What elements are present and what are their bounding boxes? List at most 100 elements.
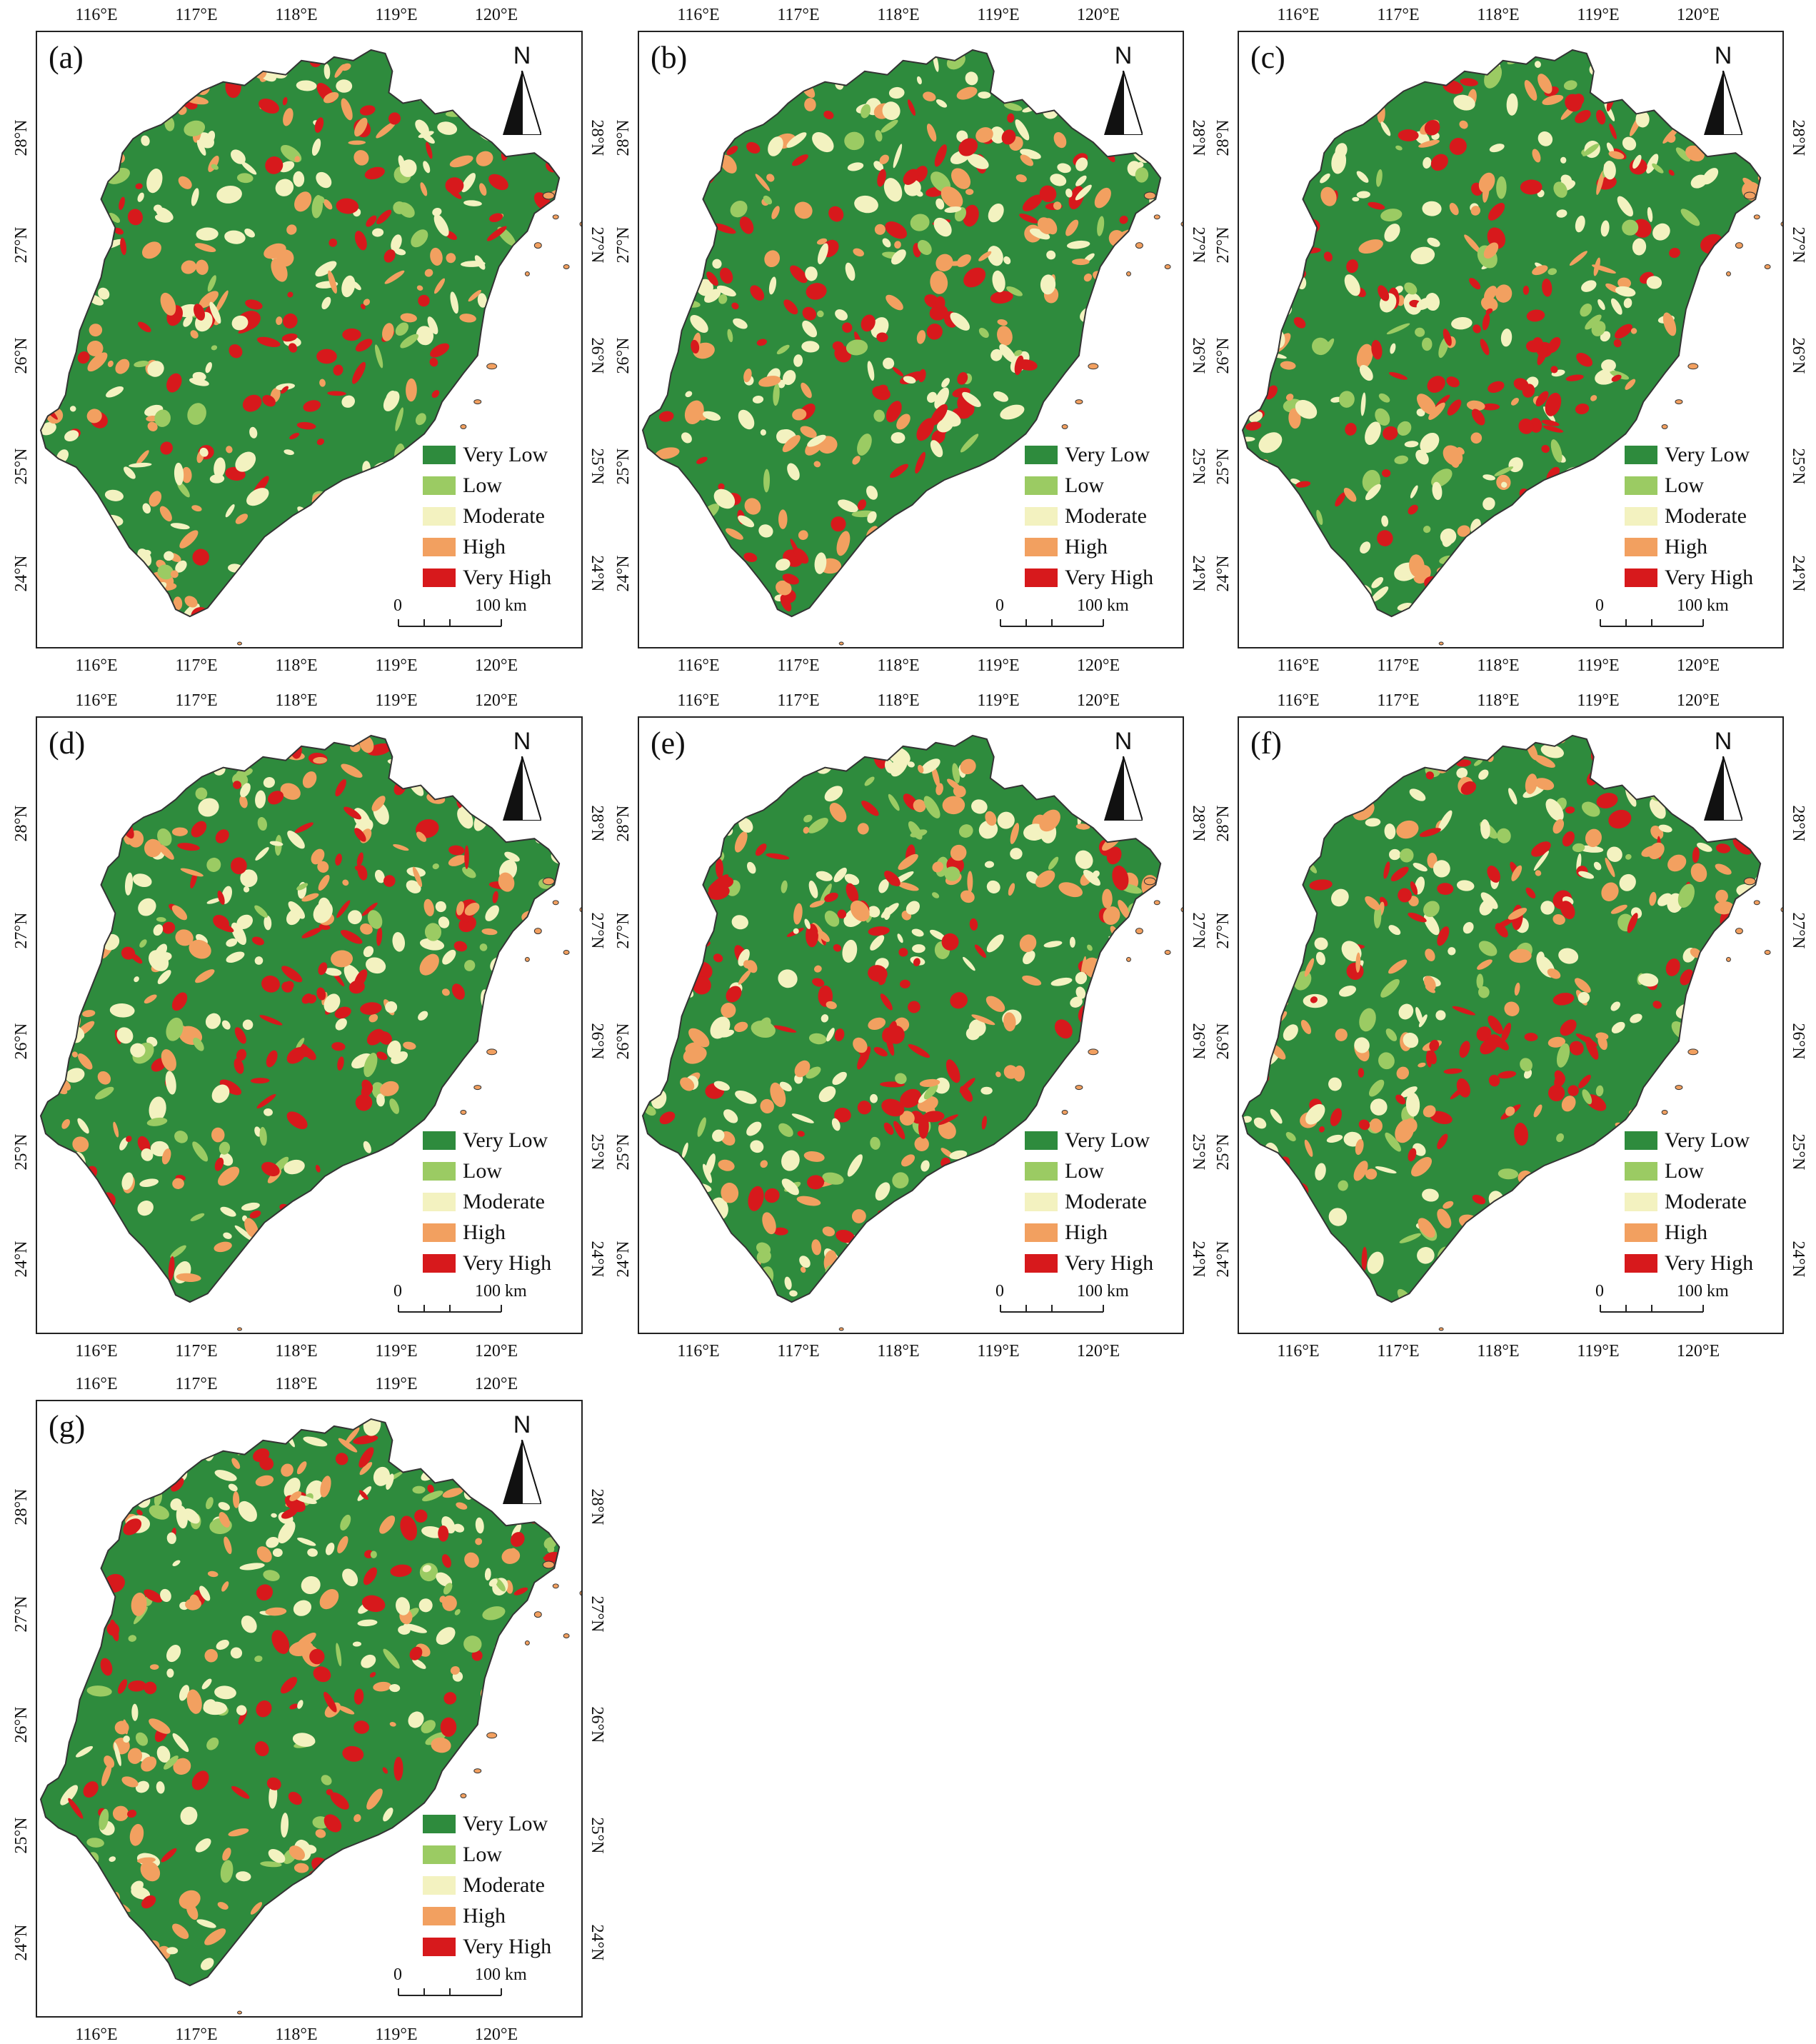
legend-label: Very High [463,1251,552,1275]
island [533,928,542,935]
longitude-tick-label: 116°E [75,6,118,24]
longitude-tick-label: 117°E [1377,691,1420,710]
latitude-tick-label: 25°N [12,1133,31,1171]
latitude-tick-label: 26°N [1789,337,1807,374]
island [1135,242,1143,249]
legend-label: High [1665,535,1707,558]
latitude-tick-label: 27°N [1789,226,1807,264]
north-label: N [1114,42,1133,69]
longitude-tick-label: 118°E [275,691,318,710]
island [237,1327,242,1331]
north-label: N [1714,728,1732,755]
latitude-tick-label: 26°N [1789,1023,1807,1060]
legend-swatch [1625,1223,1657,1242]
latitude-tick-label: 28°N [12,805,31,842]
legend-swatch [1025,1223,1058,1242]
legend-swatch [1025,1162,1058,1181]
latitude-tick-label: 25°N [1789,448,1807,485]
panel-label: (f) [1250,726,1282,761]
island [524,956,530,962]
legend-swatch [423,507,456,526]
latitude-tick-label: 24°N [1789,1241,1807,1278]
legend-swatch [423,1254,456,1273]
latitude-tick-label: 27°N [1789,912,1807,949]
latitude-tick-label: 28°N [12,1488,31,1526]
island [1164,264,1171,269]
north-label: N [1114,728,1133,755]
province-map [39,734,581,1331]
latitude-tick-label: 28°N [1189,805,1208,842]
latitude-tick-label: 28°N [614,805,633,842]
legend-swatch [1025,507,1058,526]
latitude-tick-label: 27°N [614,226,633,264]
latitude-tick-label: 24°N [588,1924,606,1961]
legend-label: High [463,1221,506,1244]
latitude-tick-label: 28°N [1214,805,1233,842]
longitude-tick-label: 119°E [375,691,418,710]
legend-label: Very High [1065,566,1154,589]
province-map [1241,734,1782,1331]
legend-label: Low [463,1159,502,1183]
legend-label: High [1065,1221,1108,1244]
island [1735,928,1743,935]
longitude-tick-label: 120°E [1076,691,1120,710]
legend-label: Low [463,474,502,497]
legend-swatch [423,1193,456,1211]
latitude-tick-label: 28°N [1789,119,1807,156]
longitude-tick-label: 120°E [1676,691,1720,710]
latitude-tick-label: 26°N [588,337,606,374]
legend-swatch [1625,1193,1657,1211]
map-frame: (b) N Very Low Low Moderate High Very High 0 100… [638,31,1184,648]
scale-bar: 0 100 km [1595,1282,1729,1318]
longitude-tick-label: 117°E [175,1342,218,1361]
legend-label: Very Low [1065,1128,1150,1152]
island [1075,399,1083,405]
longitude-tick-label: 118°E [1477,1342,1520,1361]
legend-swatch [423,1938,456,1956]
island [1780,907,1782,913]
map-frame: (g) N Very Low Low Moderate High Very High 0 100… [36,1400,583,2018]
island [486,1048,498,1056]
island [1743,877,1756,886]
island [1661,1109,1668,1115]
island [1126,956,1131,962]
island [838,641,844,646]
panel-label: (g) [49,1409,86,1444]
map-frame: (e) N Very Low Low Moderate High Very High 0 100… [638,716,1184,1334]
island [1764,264,1771,269]
legend-label: Very Low [1665,1128,1750,1152]
longitude-tick-label: 118°E [1477,656,1520,675]
latitude-tick-label: 27°N [588,226,606,264]
scale-bar: 0 100 km [393,1965,527,2001]
longitude-tick-label: 116°E [75,2025,118,2044]
latitude-tick-label: 26°N [614,337,633,374]
legend-swatch [1025,568,1058,587]
legend-label: Very Low [1065,443,1150,466]
island [1687,1048,1699,1056]
longitude-tick-label: 120°E [474,691,518,710]
north-arrow-icon: N [1698,42,1748,135]
latitude-tick-label: 27°N [1189,226,1208,264]
latitude-tick-label: 28°N [588,119,606,156]
longitude-tick-label: 118°E [275,1375,318,1393]
longitude-tick-label: 119°E [375,656,418,675]
latitude-tick-label: 27°N [12,226,31,264]
north-arrow-icon: N [1698,728,1748,821]
island [579,221,581,227]
longitude-tick-label: 119°E [1577,691,1620,710]
longitude-tick-label: 117°E [175,656,218,675]
longitude-tick-label: 119°E [375,1342,418,1361]
legend-swatch [1625,446,1657,464]
latitude-tick-label: 25°N [614,1133,633,1171]
island [1764,949,1771,955]
north-arrow-icon: N [497,1411,547,1504]
longitude-tick-label: 119°E [1577,1342,1620,1361]
latitude-tick-label: 25°N [1789,1133,1807,1171]
latitude-tick-label: 24°N [588,1241,606,1278]
latitude-tick-label: 25°N [1214,448,1233,485]
latitude-tick-label: 25°N [588,1817,606,1854]
north-label: N [513,42,531,69]
scale-bar: 0 100 km [393,596,527,632]
island [1726,271,1731,276]
longitude-tick-label: 120°E [474,1375,518,1393]
